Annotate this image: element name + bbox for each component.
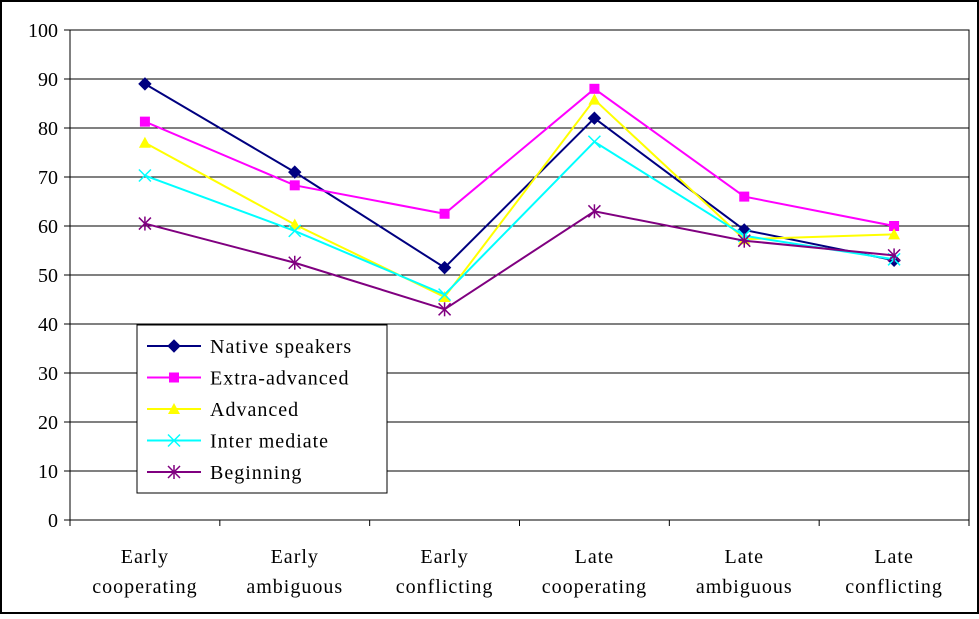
legend-label: Advanced [210, 399, 299, 421]
x-tick-label: Early [121, 546, 169, 568]
x-tick-label: cooperating [92, 576, 197, 598]
y-axis: 0 10 20 30 40 50 60 70 80 90 100 [28, 20, 70, 532]
x-tick-label: cooperating [542, 576, 647, 598]
data-point-x [288, 224, 302, 238]
data-point-square [169, 372, 179, 383]
y-tick-label: 0 [48, 510, 58, 532]
series-line [144, 83, 895, 269]
x-tick-label: Late [575, 546, 615, 568]
series-line [144, 140, 895, 296]
y-tick-label: 30 [38, 363, 58, 385]
legend-item: Advanced [147, 399, 299, 421]
data-point-square [739, 191, 750, 202]
data-point-triangle [288, 218, 301, 230]
x-stroke [288, 224, 302, 238]
data-point-star [438, 302, 452, 317]
legend-item: Native speakers [147, 336, 352, 358]
data-point-star [167, 465, 181, 479]
data-point-diamond [288, 165, 302, 179]
data-point-diamond [167, 339, 181, 353]
series-line [144, 210, 895, 311]
data-point-diamond [138, 77, 152, 91]
y-tick-label: 20 [38, 412, 58, 434]
series-line [144, 87, 895, 227]
series-layer [138, 77, 901, 317]
series-line [144, 98, 895, 299]
y-tick-label: 70 [38, 167, 58, 189]
y-tick-label: 90 [38, 69, 58, 91]
legend-label: Native speakers [210, 336, 352, 358]
data-point-x [438, 288, 452, 302]
y-tick-label: 100 [28, 20, 58, 42]
x-tick-label: Early [271, 546, 319, 568]
legend-item: Inter mediate [147, 431, 329, 453]
data-point-square [589, 83, 600, 94]
data-point-star [138, 216, 152, 231]
series-square [139, 83, 900, 231]
y-tick-label: 60 [38, 216, 58, 238]
legend-label: Inter mediate [210, 431, 329, 453]
x-stroke [138, 168, 152, 183]
legend-label: Extra-advanced [210, 368, 349, 390]
legend: Native speakers Extra-advanced Advanced Int… [136, 324, 388, 494]
data-point-triangle [438, 291, 451, 303]
x-stroke [438, 288, 452, 302]
data-point-triangle [888, 228, 901, 240]
series-diamond [138, 77, 901, 275]
data-point-x [167, 433, 181, 448]
data-point-diamond [587, 111, 602, 125]
y-tick-label: 40 [38, 314, 58, 336]
data-point-x [138, 168, 152, 183]
y-tick-label: 80 [38, 118, 58, 140]
x-tick-label: conflicting [396, 576, 494, 598]
data-point-square [439, 208, 450, 219]
data-point-star [887, 248, 901, 263]
data-point-square [889, 221, 900, 231]
x-tick-label: Late [724, 546, 764, 568]
data-point-triangle [588, 93, 601, 105]
data-point-x [587, 135, 601, 149]
data-point-diamond [437, 260, 452, 275]
y-tick-label: 10 [38, 461, 58, 483]
legend-label: Beginning [210, 462, 302, 484]
x-tick-label: ambiguous [696, 576, 793, 598]
y-tick-label: 50 [38, 265, 58, 287]
data-point-triangle [168, 403, 180, 414]
x-tick-label: ambiguous [246, 576, 343, 598]
data-point-star [737, 233, 751, 248]
x-tick-label: Late [874, 546, 914, 568]
data-point-square [139, 116, 150, 127]
x-stroke [167, 433, 181, 448]
data-point-star [288, 255, 302, 270]
data-point-square [289, 180, 300, 191]
x-axis: Early cooperating Early ambiguous Early confl… [69, 520, 970, 598]
x-tick-label: conflicting [845, 576, 943, 598]
data-point-star [587, 204, 601, 219]
legend-item: Extra-advanced [147, 368, 349, 390]
data-point-triangle [138, 136, 151, 148]
x-stroke [587, 135, 601, 149]
legend-item: Beginning [147, 462, 302, 484]
x-tick-label: Early [420, 546, 468, 568]
series-star [138, 204, 901, 317]
